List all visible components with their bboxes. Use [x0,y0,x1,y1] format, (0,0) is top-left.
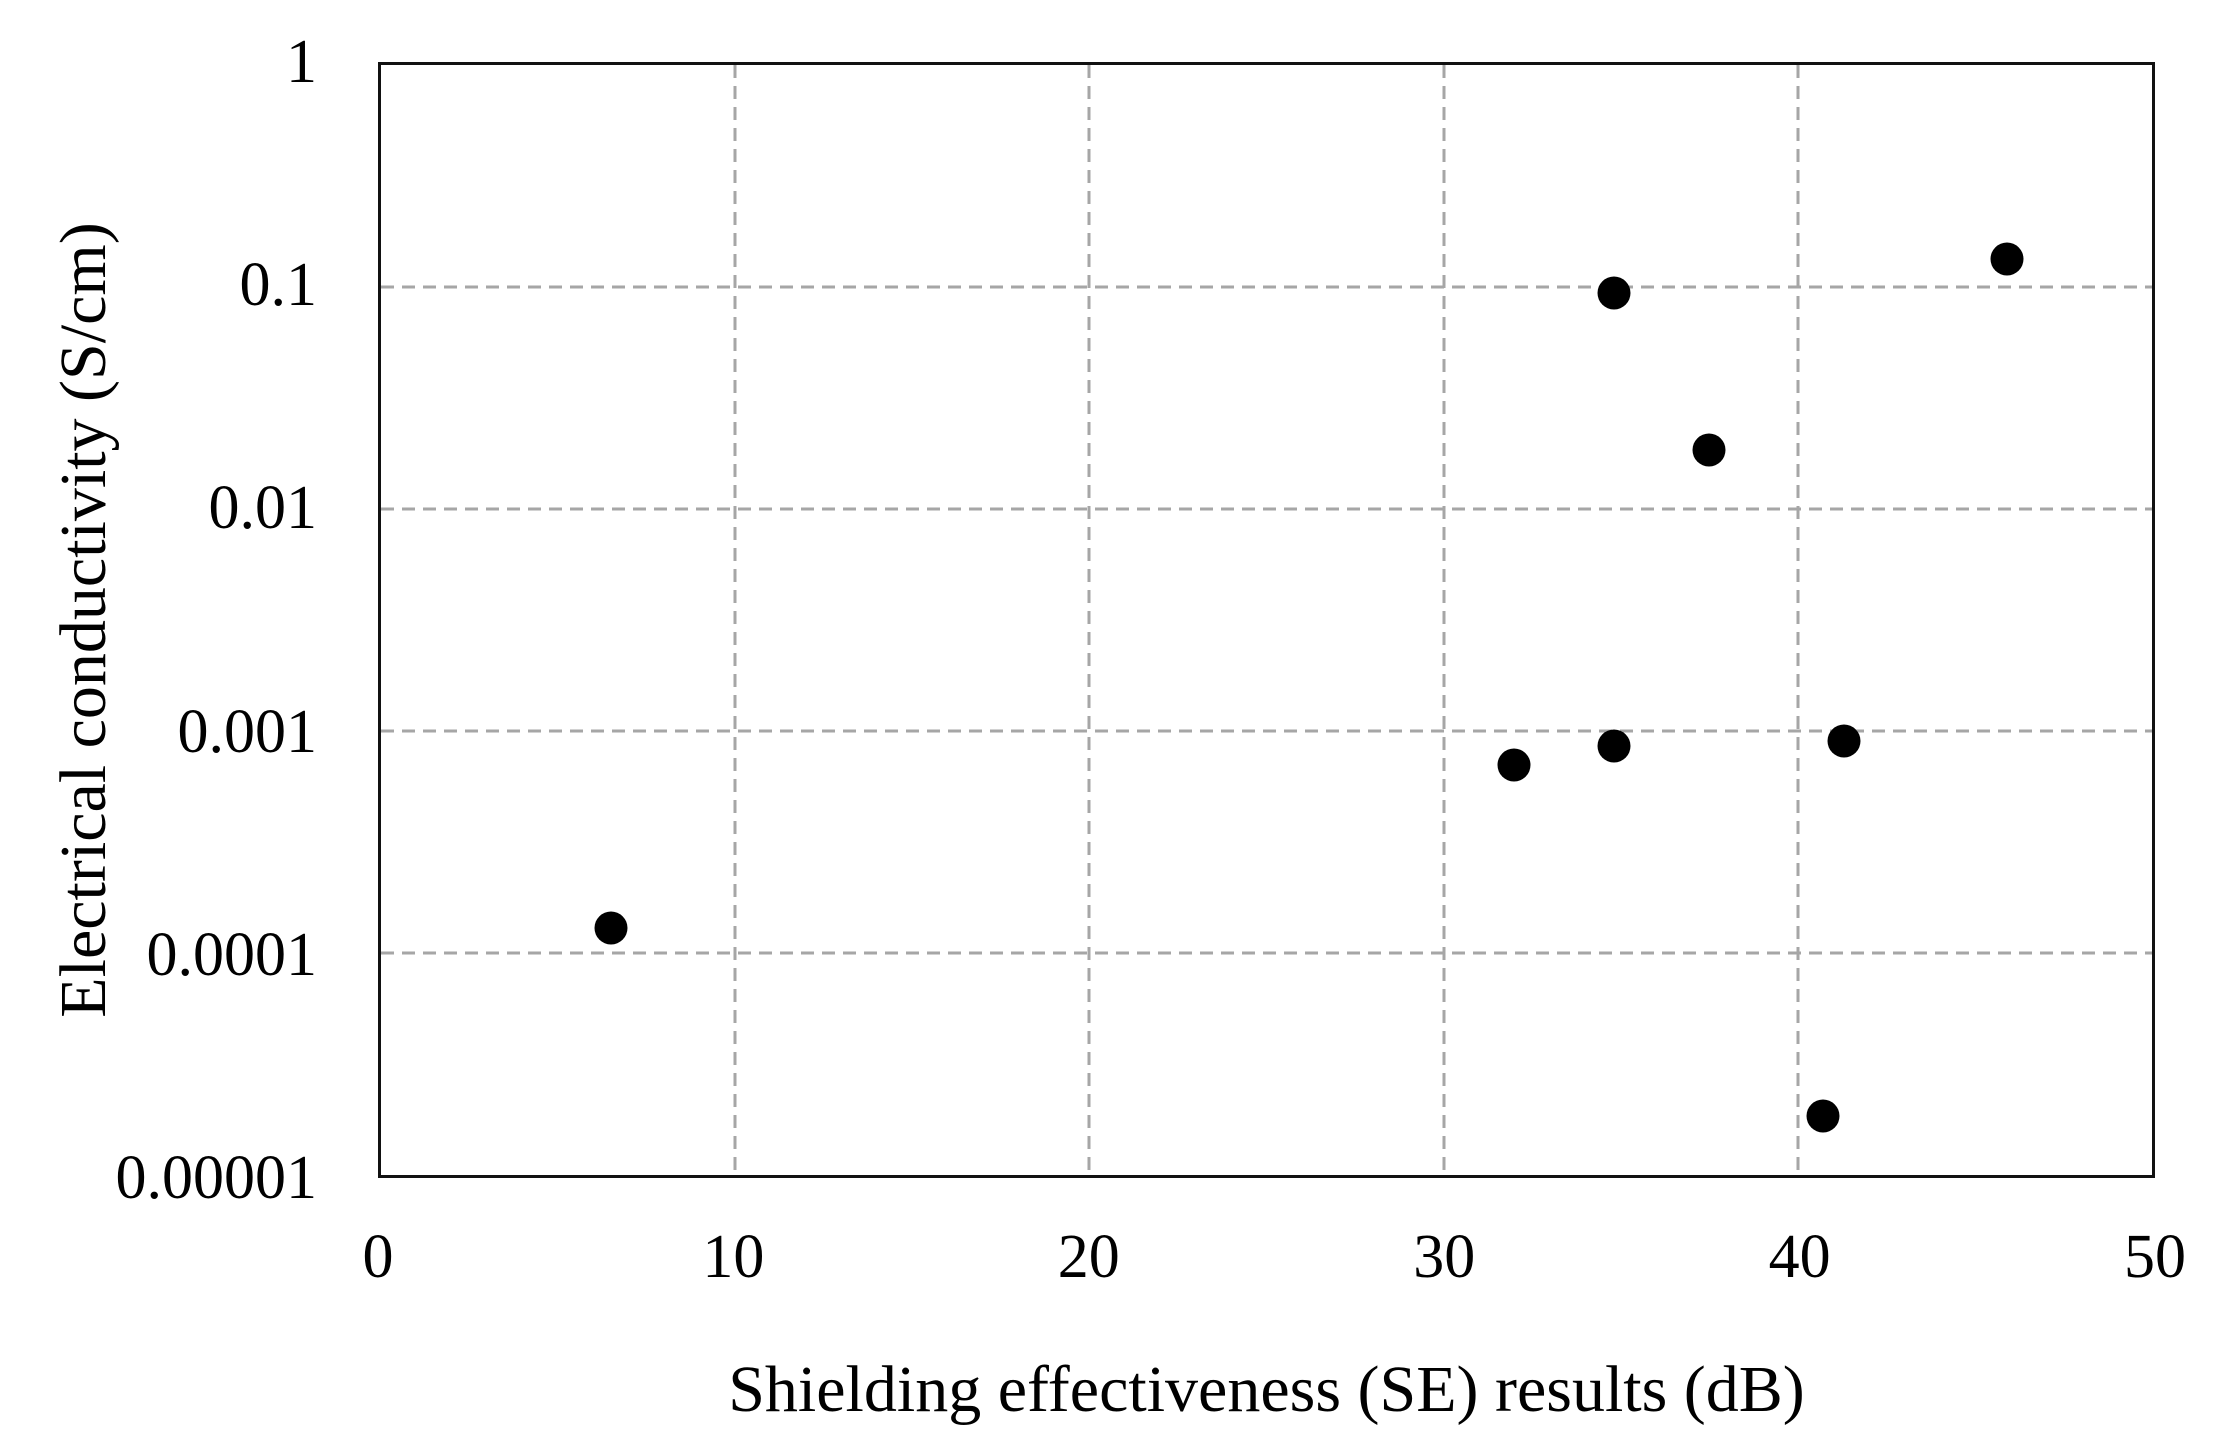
data-point [1990,242,2024,276]
x-tick-label: 0 [362,1223,394,1291]
y-gridline-0.001 [381,729,2152,733]
x-tick-label: 30 [1413,1223,1476,1291]
y-tick-label: 0.01 [208,474,318,543]
y-tick-label: 0.1 [239,251,318,320]
y-tick-label: 0.0001 [146,920,318,989]
y-gridline-0.01 [381,507,2152,511]
y-tick-label: 0.00001 [115,1144,318,1212]
data-point [1597,276,1631,310]
data-point [1806,1099,1840,1133]
x-gridline-20 [1087,65,1091,1175]
data-point [1692,433,1726,467]
x-gridline-30 [1442,65,1446,1175]
y-tick-label: 1 [286,28,317,96]
x-tick-label: 40 [1768,1223,1831,1291]
y-gridline-0.0001 [381,951,2152,955]
data-point [1597,729,1631,763]
x-gridline-40 [1796,65,1800,1175]
data-point [594,911,628,945]
x-tick-label: 20 [1057,1223,1120,1291]
data-point [1497,748,1531,782]
x-tick-label: 50 [2124,1223,2186,1291]
data-point [1827,724,1861,758]
x-axis-title: Shielding effectiveness (SE) results (dB… [728,1353,1805,1426]
x-tick-label: 10 [702,1223,765,1291]
x-gridline-10 [733,65,737,1175]
y-axis-title: Electrical conductivity (S/cm) [47,222,120,1018]
y-tick-label: 0.001 [177,697,318,766]
plot-area [378,62,2155,1178]
y-gridline-0.1 [381,285,2152,289]
